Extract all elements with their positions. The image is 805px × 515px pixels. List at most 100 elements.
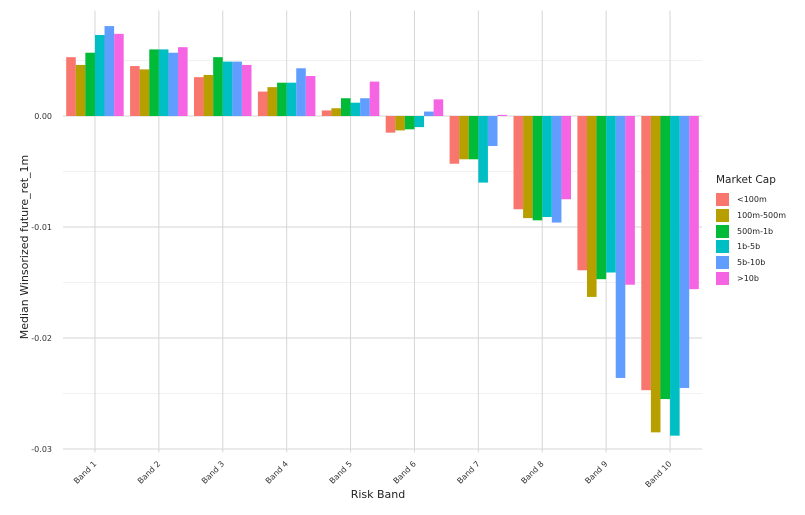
legend-item: 1b-5b — [716, 239, 786, 255]
legend-label: 500m-1b — [737, 226, 774, 236]
legend-swatch — [716, 271, 729, 285]
legend-item: 500m-1b — [716, 223, 786, 239]
x-tick-label: Band 6 — [392, 459, 418, 485]
bar — [641, 116, 651, 391]
legend-label: 1b-5b — [737, 242, 761, 252]
bar — [689, 116, 699, 290]
x-tick-label: Band 9 — [583, 459, 609, 485]
bar — [625, 116, 635, 285]
bar — [487, 116, 498, 146]
x-tick-label: Band 3 — [200, 459, 226, 485]
bar — [404, 116, 415, 130]
bar — [561, 116, 572, 200]
x-axis-ticks: Band 1 Band 2 Band 3 Band 4 Band 5 Band 6 Band… — [72, 459, 673, 489]
y-tick-label: -0.01 — [31, 223, 52, 232]
bar — [267, 87, 278, 116]
legend-swatch — [716, 193, 729, 207]
legend-label: <100m — [737, 195, 767, 205]
bar — [178, 47, 188, 116]
bar — [532, 116, 543, 221]
bar — [350, 102, 361, 116]
bar — [360, 98, 370, 116]
bar — [615, 116, 626, 378]
x-axis-title: Risk Band — [351, 488, 406, 501]
bar — [577, 116, 587, 271]
bar — [321, 110, 332, 116]
bar — [222, 61, 233, 116]
bar — [395, 116, 405, 131]
bar — [203, 74, 214, 116]
legend-items: <100m 100m-500m 500m-1b 1b-5b 5b-10b >10b — [716, 192, 786, 286]
bar — [149, 49, 159, 116]
bar — [114, 33, 124, 116]
legend-item: 5b-10b — [716, 255, 786, 271]
y-axis-ticks: 0.00 -0.01 -0.02 -0.03 — [31, 112, 52, 454]
bar — [104, 26, 115, 117]
bar — [257, 91, 268, 116]
bar — [232, 61, 242, 116]
x-tick-label: Band 7 — [455, 459, 481, 485]
bar — [213, 57, 223, 116]
y-tick-label: -0.03 — [31, 445, 52, 454]
legend-title: Market Cap — [716, 174, 776, 186]
x-tick-label: Band 1 — [72, 459, 98, 485]
legend-swatch — [716, 224, 729, 238]
bar — [241, 64, 252, 116]
x-tick-label: Band 2 — [136, 459, 162, 485]
bar — [449, 116, 460, 164]
bar — [497, 114, 508, 116]
y-tick-label: 0.00 — [34, 112, 52, 121]
bar — [277, 82, 287, 116]
bar — [305, 76, 316, 116]
x-tick-label: Band 8 — [519, 459, 545, 485]
bar — [340, 98, 351, 116]
y-axis-title: Median Winsorized future_ret_1m — [18, 155, 31, 339]
bar — [551, 116, 562, 223]
bar — [650, 116, 661, 433]
bar — [139, 69, 150, 116]
bar — [85, 52, 95, 116]
legend-item: <100m — [716, 192, 786, 208]
legend-swatch — [716, 256, 729, 270]
legend-label: 100m-500m — [737, 211, 787, 221]
bar — [296, 68, 306, 116]
bar — [459, 116, 469, 160]
bar — [286, 82, 297, 116]
bar — [75, 64, 86, 116]
legend: Market Cap <100m 100m-500m 500m-1b 1b-5b 5b-… — [716, 174, 786, 286]
bar — [158, 49, 169, 116]
bar — [542, 116, 552, 218]
bar — [523, 116, 533, 219]
x-tick-label: Band 4 — [264, 459, 290, 485]
bar — [586, 116, 597, 297]
bar — [433, 99, 444, 116]
bar — [193, 77, 204, 116]
bar — [385, 116, 396, 133]
bar — [513, 116, 524, 210]
y-tick-label: -0.02 — [31, 334, 52, 343]
legend-swatch — [716, 209, 729, 223]
bar — [66, 57, 76, 116]
bar — [331, 108, 341, 116]
legend-item: 100m-500m — [716, 208, 786, 224]
bar — [94, 34, 105, 116]
x-tick-label: Band 10 — [644, 459, 674, 489]
bar — [414, 116, 425, 128]
bar — [468, 116, 479, 160]
bars — [66, 26, 699, 436]
bar — [130, 66, 140, 116]
legend-label: >10b — [737, 273, 759, 283]
bar — [596, 116, 607, 280]
x-tick-label: Band 5 — [328, 459, 354, 485]
bar — [168, 52, 179, 116]
bar — [670, 116, 680, 436]
legend-label: 5b-10b — [737, 258, 766, 268]
bar — [424, 111, 434, 116]
bar — [478, 116, 488, 183]
legend-item: >10b — [716, 270, 786, 286]
bar — [369, 81, 380, 116]
legend-swatch — [716, 240, 729, 254]
bar — [606, 116, 616, 273]
bar — [679, 116, 690, 388]
